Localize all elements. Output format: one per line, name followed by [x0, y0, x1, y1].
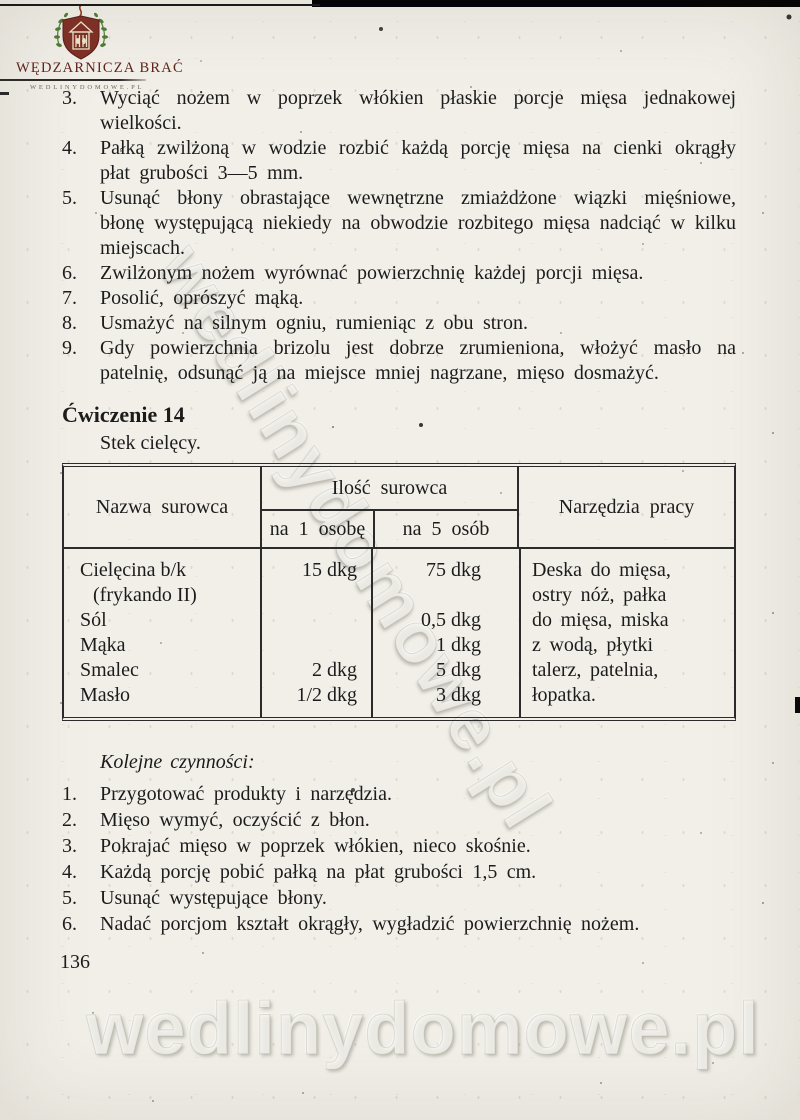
item-text: Każdą porcję pobić pałką na płat grubośc… [100, 861, 537, 883]
item-number: 5. [62, 887, 77, 909]
cell-tools: talerz, patelnia, [519, 658, 734, 683]
exercise-title: Ćwiczenie 14 [62, 402, 185, 427]
quantity-header-group: Ilość surowca na 1 osobę na 5 osób [260, 467, 519, 547]
instruction-item: 6. Zwilżonym nożem wyrównać powierzchnię … [62, 261, 736, 286]
item-number: 4. [62, 861, 77, 883]
brand-divider [0, 79, 146, 81]
cell-per-5 [371, 583, 519, 608]
item-text: Usunąć błony obrastające wewnętrzne zmia… [100, 187, 736, 259]
cell-per-1: 1/2 dkg [260, 683, 371, 717]
cell-tools: do mięsa, miska [519, 608, 734, 633]
item-text: Posolić, oprószyć mąką. [100, 287, 304, 309]
step-item: 6. Nadać porcjom kształt okrągły, wygładz… [62, 911, 736, 937]
table-row: Masło 1/2 dkg 3 dkg łopatka. [64, 683, 734, 717]
table-header: Nazwa surowca Ilość surowca na 1 osobę n… [64, 467, 734, 549]
instruction-item: 8. Usmażyć na silnym ogniu, rumieniąc z o… [62, 311, 736, 336]
col-header-tools: Narzędzia pracy [558, 495, 695, 518]
cell-per-1: 2 dkg [260, 658, 371, 683]
cell-per-1 [260, 608, 371, 633]
ingredients-table: Nazwa surowca Ilość surowca na 1 osobę n… [62, 463, 736, 721]
step-item: 2. Mięso wymyć, oczyścić z błon. [62, 807, 736, 833]
table-row: Mąka 1 dkg z wodą, płytki [64, 633, 734, 658]
step-item: 5. Usunąć występujące błony. [62, 885, 736, 911]
brand-subtitle: WEDLINYDOMOWE.PL [30, 84, 145, 91]
item-number: 1. [62, 783, 77, 805]
page-number: 136 [60, 951, 90, 973]
item-text: Wyciąć nożem w poprzek włókien płaskie p… [100, 87, 736, 134]
item-text: Usunąć występujące błony. [100, 887, 327, 909]
cell-per-5: 0,5 dkg [371, 608, 519, 633]
cell-tools: Deska do mięsa, [519, 549, 734, 583]
brand-name: WĘDZARNICZA BRAĆ [16, 60, 184, 76]
cell-name: Cielęcina b/k [80, 559, 187, 581]
item-text: Gdy powierzchnia brizolu jest dobrze zru… [100, 337, 736, 384]
cell-name: (frykando II) [93, 584, 197, 606]
item-number: 5. [62, 187, 77, 209]
scan-edge-top-thin [0, 4, 320, 6]
col-header-name: Nazwa surowca [95, 495, 229, 518]
instruction-list: 3. Wyciąć nożem w poprzek włókien płaskie… [62, 86, 736, 386]
item-number: 4. [62, 137, 77, 159]
step-item: 4. Każdą porcję pobić pałką na płat grubo… [62, 859, 736, 885]
steps-list: 1. Przygotować produkty i narzędzia. 2. Mi… [62, 781, 736, 937]
item-text: Pałką zwilżoną w wodzie rozbić każdą por… [100, 137, 736, 184]
cell-name: Masło [80, 684, 130, 706]
item-text: Mięso wymyć, oczyścić z błon. [100, 809, 370, 831]
step-item: 3. Pokrajać mięso w poprzek włókien, niec… [62, 833, 736, 859]
table-row: Sól 0,5 dkg do mięsa, miska [64, 608, 734, 633]
instruction-item: 5. Usunąć błony obrastające wewnętrzne zm… [62, 186, 736, 261]
smokehouse-crest-icon [54, 4, 108, 60]
item-number: 9. [62, 337, 77, 359]
instruction-item: 4. Pałką zwilżoną w wodzie rozbić każdą p… [62, 136, 736, 186]
cell-tools: ostry nóż, pałka [519, 583, 734, 608]
instruction-item: 7. Posolić, oprószyć mąką. [62, 286, 736, 311]
item-number: 2. [62, 809, 77, 831]
steps-heading: Kolejne czynności: [100, 751, 255, 773]
item-number: 7. [62, 287, 77, 309]
cell-per-1: 15 dkg [260, 549, 371, 583]
col-header-per-1: na 1 osobę [269, 517, 366, 540]
item-number: 3. [62, 87, 77, 109]
cell-tools: z wodą, płytki [519, 633, 734, 658]
item-text: Nadać porcjom kształt okrągły, wygładzić… [100, 913, 640, 935]
col-header-quantity: Ilość surowca [262, 467, 517, 511]
table-body: Cielęcina b/k 15 dkg 75 dkg Deska do mię… [64, 549, 734, 717]
item-number: 6. [62, 913, 77, 935]
table-row: Cielęcina b/k 15 dkg 75 dkg Deska do mię… [64, 549, 734, 583]
instruction-item: 3. Wyciąć nożem w poprzek włókien płaskie… [62, 86, 736, 136]
item-text: Usmażyć na silnym ogniu, rumieniąc z obu… [100, 312, 528, 334]
cell-name: Smalec [80, 659, 139, 681]
exercise-subtitle: Stek cielęcy. [100, 432, 201, 454]
step-item: 1. Przygotować produkty i narzędzia. [62, 781, 736, 807]
cell-per-5: 5 dkg [371, 658, 519, 683]
table-row: Smalec 2 dkg 5 dkg talerz, patelnia, [64, 658, 734, 683]
cell-per-5: 75 dkg [371, 549, 519, 583]
cell-per-5: 1 dkg [371, 633, 519, 658]
cell-per-1 [260, 633, 371, 658]
cell-name: Sól [80, 609, 107, 631]
scan-edge-mark-left [0, 92, 9, 95]
instruction-item: 9. Gdy powierzchnia brizolu jest dobrze z… [62, 336, 736, 386]
cell-name: Mąka [80, 634, 126, 656]
item-text: Przygotować produkty i narzędzia. [100, 783, 392, 805]
scan-edge-top [312, 0, 800, 7]
cell-per-1 [260, 583, 371, 608]
table-row: (frykando II) ostry nóż, pałka [64, 583, 734, 608]
item-text: Zwilżonym nożem wyrównać powierzchnię ka… [100, 262, 644, 284]
quantity-subheaders: na 1 osobę na 5 osób [262, 511, 517, 547]
cell-per-5: 3 dkg [371, 683, 519, 717]
col-header-per-5: na 5 osób [373, 511, 517, 547]
item-number: 3. [62, 835, 77, 857]
item-text: Pokrajać mięso w poprzek włókien, nieco … [100, 835, 531, 857]
scan-edge-mark-right [795, 697, 800, 713]
item-number: 8. [62, 312, 77, 334]
cell-tools: łopatka. [519, 683, 734, 717]
item-number: 6. [62, 262, 77, 284]
